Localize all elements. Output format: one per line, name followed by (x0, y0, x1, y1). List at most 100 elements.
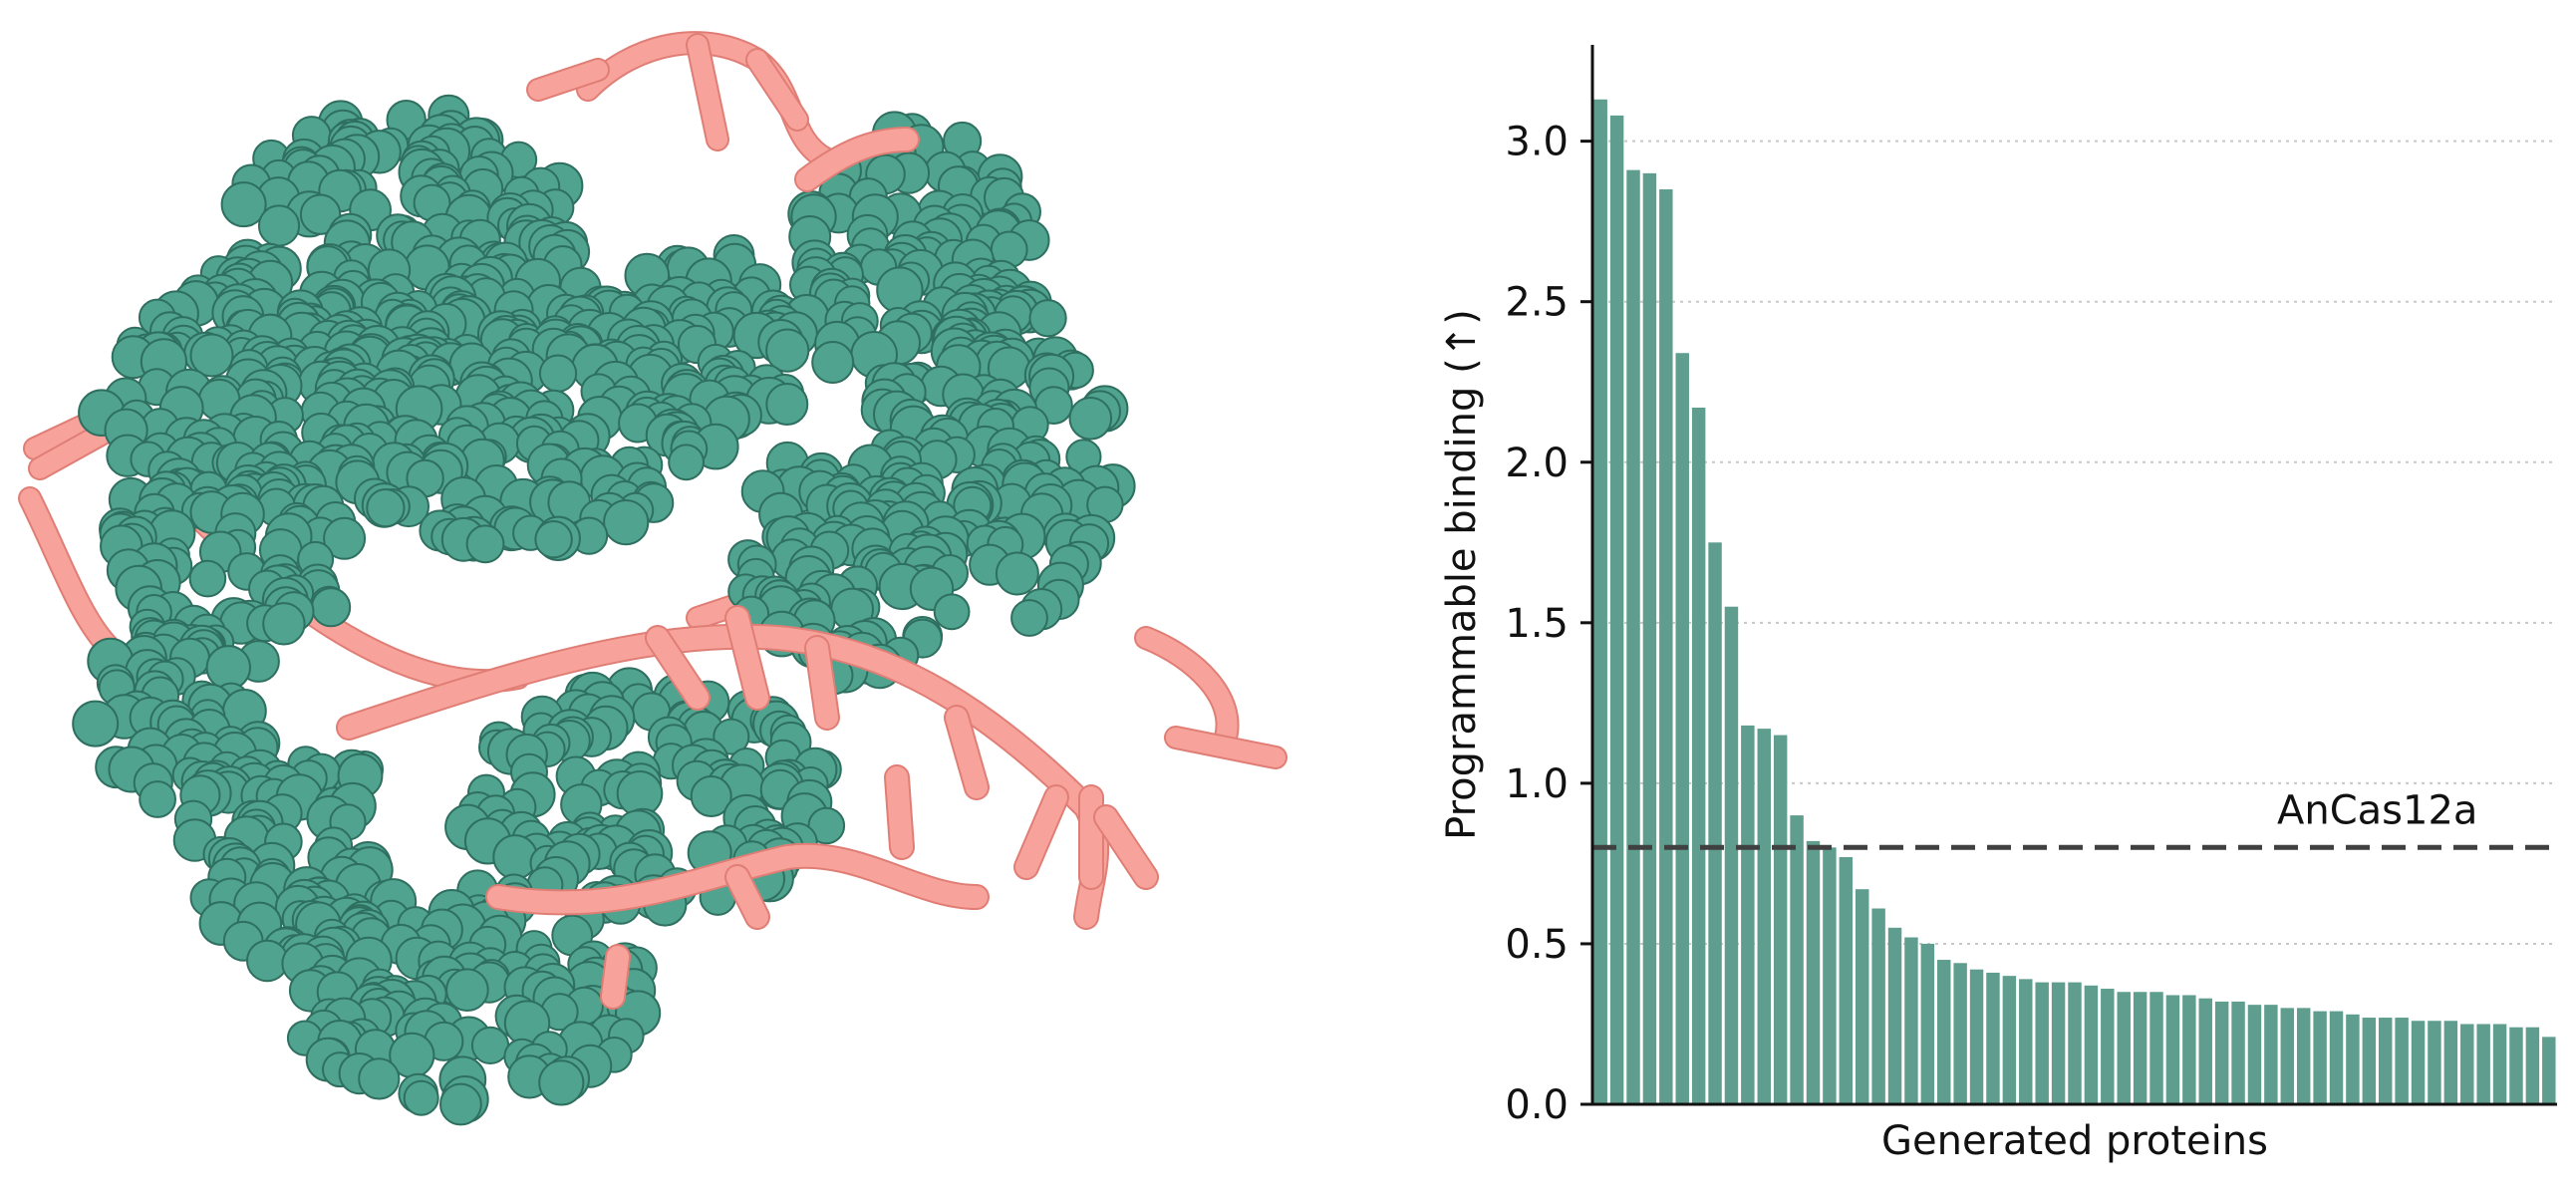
bar (2362, 1018, 2377, 1104)
reference-label: AnCas12a (2277, 787, 2477, 833)
protein-atom (439, 1082, 482, 1126)
bar (1659, 188, 1673, 1105)
dna-strand (688, 35, 727, 150)
bar (1823, 847, 1837, 1104)
bar (1708, 542, 1722, 1104)
dna-strands-front (336, 127, 1159, 1010)
bar (2084, 985, 2099, 1104)
dna-strand (796, 129, 918, 190)
bar (2068, 982, 2082, 1104)
bar (2379, 1018, 2393, 1104)
protein-atom (262, 602, 306, 646)
dna-strand (747, 50, 807, 130)
bar (2542, 1037, 2556, 1104)
protein-atom (1010, 599, 1048, 637)
bar (2411, 1021, 2426, 1104)
bar (2280, 1008, 2295, 1104)
bar (2019, 979, 2033, 1104)
bar (1757, 729, 1771, 1104)
protein-atom (470, 1026, 510, 1065)
protein-atom (311, 587, 352, 628)
dna-strand (647, 627, 709, 709)
protein-atom (492, 834, 538, 880)
protein-atom (690, 775, 732, 817)
dna-strand (1095, 806, 1157, 888)
bar-chart: AnCas12a 0.0 0.5 1.0 1.5 2.0 2.5 3.0 Generated… (1439, 45, 2557, 1164)
bar (1937, 960, 1951, 1104)
protein-atom (534, 520, 573, 559)
bar (1593, 99, 1607, 1104)
dna-strand (726, 866, 768, 928)
protein-atom (445, 968, 489, 1013)
y-axis-ticks: 0.0 0.5 1.0 1.5 2.0 2.5 3.0 (1505, 120, 1592, 1128)
dna-strand (1015, 786, 1067, 878)
bar (1773, 735, 1788, 1104)
bar (2051, 982, 2066, 1104)
bar (2346, 1014, 2360, 1104)
protein-atom (995, 551, 1039, 596)
bar (1887, 927, 1902, 1104)
bar (1855, 889, 1869, 1104)
protein-atom (538, 354, 578, 393)
x-axis-label: Generated proteins (1881, 1118, 2268, 1164)
bar (2165, 995, 2180, 1104)
protein-atom (1068, 397, 1113, 441)
y-tick-label: 1.5 (1505, 601, 1569, 647)
bar (1691, 407, 1706, 1105)
bar (2264, 1005, 2278, 1104)
protein-atom (72, 700, 120, 748)
protein-atom (220, 181, 267, 228)
bar (2460, 1024, 2474, 1104)
protein-atom (765, 383, 809, 426)
y-tick-label: 2.5 (1505, 280, 1569, 326)
dna-strand (602, 946, 629, 1008)
dna-strand (20, 488, 120, 658)
bar (1626, 169, 1640, 1105)
protein-atom (668, 444, 705, 481)
bar (1642, 172, 1657, 1104)
bar (2198, 998, 2212, 1104)
protein-atom (403, 1079, 439, 1116)
bar (2443, 1021, 2458, 1104)
bar (1969, 969, 1984, 1104)
protein-atom (603, 498, 650, 546)
dna-strand (1136, 628, 1238, 748)
bar (1675, 353, 1689, 1105)
bar (2002, 976, 2017, 1104)
bar (1871, 908, 1885, 1104)
protein-atom (189, 333, 234, 378)
bar (2296, 1008, 2311, 1104)
protein-atom (323, 516, 367, 560)
dna-strand (886, 766, 913, 858)
protein-atom (538, 1059, 585, 1106)
bar (1806, 840, 1821, 1104)
dna-strand (726, 607, 768, 709)
y-tick-label: 0.5 (1505, 922, 1569, 968)
bar (2509, 1027, 2523, 1104)
y-tick-label: 1.0 (1505, 761, 1569, 807)
protein-atom (257, 204, 301, 247)
protein-dna-structure-rendering (18, 31, 1288, 1126)
bar (2149, 992, 2163, 1104)
bar (1953, 963, 1967, 1104)
bar (1839, 856, 1854, 1104)
protein-atom (1028, 299, 1067, 338)
bar (2395, 1018, 2409, 1104)
protein-atom (245, 939, 289, 983)
bar (2329, 1011, 2344, 1104)
bar (2214, 1001, 2229, 1104)
dna-strand (806, 637, 838, 729)
bar (2525, 1027, 2540, 1104)
protein-atom (358, 1057, 401, 1100)
bar (2476, 1024, 2490, 1104)
bar (2247, 1005, 2262, 1104)
bar (2428, 1021, 2441, 1104)
dna-strand (487, 844, 988, 914)
protein-atom (188, 559, 227, 598)
protein-atom (811, 341, 855, 384)
bar (2313, 1011, 2327, 1104)
y-axis-label: Programmable binding (↑) (1439, 309, 1485, 840)
bar (1986, 972, 2000, 1104)
bar (1920, 943, 1935, 1104)
